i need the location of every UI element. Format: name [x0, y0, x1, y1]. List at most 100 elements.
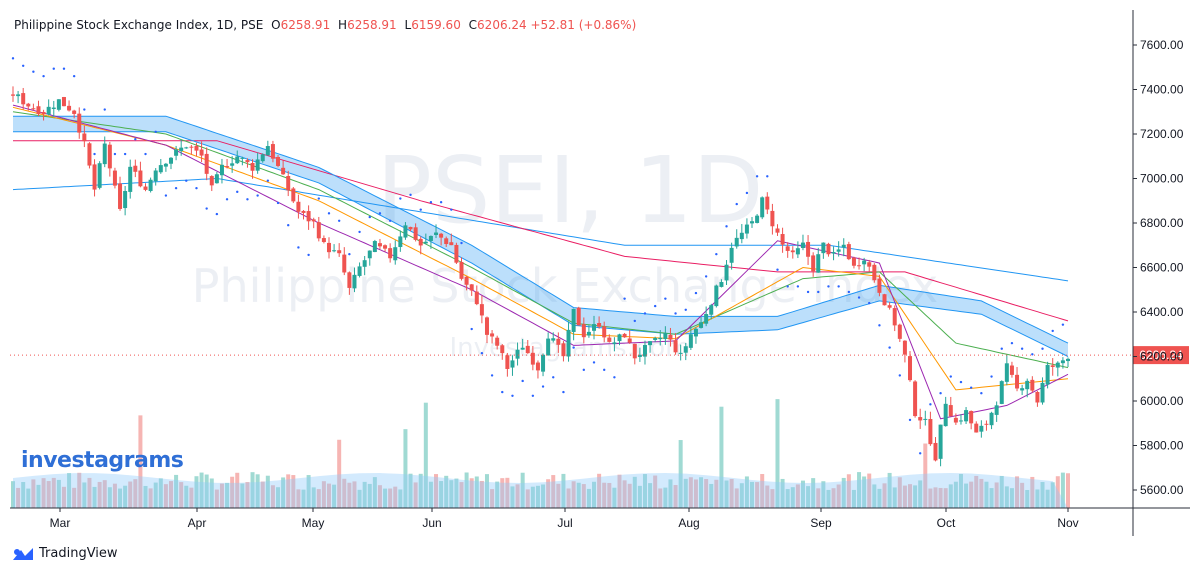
candle-body [887, 305, 892, 308]
volume-bar [780, 478, 785, 508]
candle-body [520, 347, 525, 350]
candle-body [576, 307, 581, 326]
volume-bar [398, 489, 403, 508]
volume-bar [806, 486, 811, 508]
sar-dot [990, 375, 993, 378]
volume-bar [21, 482, 26, 508]
volume-bar [908, 484, 913, 508]
sar-dot [103, 108, 106, 111]
volume-bar [158, 478, 163, 508]
tradingview-link[interactable]: TradingView [12, 546, 118, 561]
volume-bar [505, 477, 510, 508]
candle-body [857, 265, 862, 267]
candle-body [306, 211, 311, 222]
y-tick-label: 6600.00 [1140, 261, 1184, 275]
volume-bar [535, 485, 540, 508]
sar-dot [1000, 347, 1003, 350]
volume-bar [352, 481, 357, 508]
sar-dot [1061, 323, 1065, 326]
moving-average-line-2 [13, 140, 1069, 322]
volume-bar [276, 487, 281, 508]
candle-body [270, 144, 275, 159]
sar-dot [419, 208, 422, 211]
volume-bar [948, 484, 953, 508]
volume-bar [235, 472, 240, 508]
candle-body [566, 329, 571, 357]
candle-body [260, 154, 265, 162]
volume-bar [729, 479, 734, 508]
volume-bar [163, 484, 168, 508]
volume-bar [301, 489, 306, 508]
candle-body [693, 328, 698, 337]
volume-bar [525, 489, 530, 508]
candle-body [434, 232, 439, 235]
volume-bar [943, 488, 948, 508]
volume-bar [296, 489, 301, 508]
sar-dot [72, 74, 76, 78]
candle-body [321, 238, 326, 243]
volume-bar [418, 473, 423, 508]
candle-body [61, 97, 66, 107]
volume-bar [821, 481, 826, 508]
candle-body [658, 337, 663, 340]
sar-dot [164, 194, 168, 197]
candle-body [418, 238, 423, 246]
candle-body [158, 165, 163, 173]
candle-body [734, 237, 739, 247]
sar-dot [470, 327, 473, 331]
volume-bar [739, 483, 744, 508]
candle-body [760, 197, 765, 218]
candle-body [882, 294, 887, 306]
sar-dot [531, 394, 535, 398]
volume-bar [826, 489, 831, 508]
candle-body [26, 103, 31, 107]
sar-dot [969, 386, 973, 389]
candle-body [326, 242, 331, 253]
sar-dot [521, 379, 524, 383]
volume-bar [510, 486, 515, 508]
volume-bar [520, 472, 525, 508]
volume-bar [240, 483, 245, 508]
candle-body [1035, 391, 1040, 403]
sar-dot [439, 201, 443, 204]
volume-bar [1040, 482, 1045, 508]
candle-body [1009, 365, 1014, 375]
sar-dot [1031, 353, 1034, 356]
sar-dot [337, 219, 341, 222]
volume-bar [648, 483, 653, 508]
high-value: 6258.91 [347, 18, 397, 32]
candle-body [637, 354, 642, 357]
x-tick-label: Oct [937, 516, 956, 530]
volume-bar [918, 480, 923, 508]
sar-dot [42, 74, 45, 78]
candle-body [979, 425, 984, 432]
volume-bar [174, 474, 179, 508]
volume-bar [148, 488, 153, 508]
candles [11, 86, 1070, 467]
candle-body [739, 232, 744, 240]
volume-bar [964, 483, 969, 508]
candle-body [214, 174, 219, 184]
candle-body [138, 170, 143, 187]
sar-dot [123, 152, 127, 156]
candle-body [464, 276, 469, 285]
candle-body [683, 346, 688, 353]
volume-bar [714, 479, 719, 508]
high-label: H [338, 18, 348, 32]
sar-dot [796, 285, 800, 288]
candle-body [449, 242, 454, 246]
volume-bar [607, 482, 612, 508]
sar-dot [256, 194, 259, 197]
candle-body [87, 143, 92, 166]
candle-body [459, 261, 464, 279]
volume-bar [306, 475, 311, 508]
volume-bar [811, 478, 816, 508]
volume-bar [775, 399, 780, 508]
sar-dot [32, 70, 35, 73]
volume-bar [133, 479, 138, 508]
volume-bar [270, 485, 275, 508]
sar-dot [643, 312, 647, 315]
volume-bar [123, 485, 128, 508]
volume-bar [933, 487, 938, 508]
